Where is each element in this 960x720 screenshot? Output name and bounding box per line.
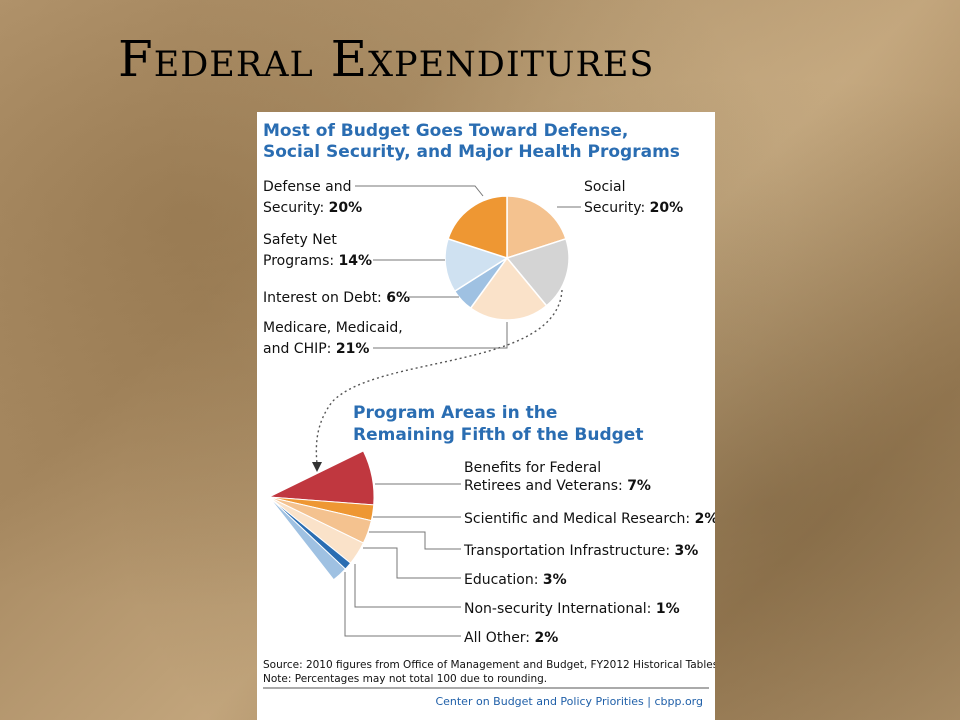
slide-title: Federal Expenditures xyxy=(118,30,655,88)
pie-slice-sn xyxy=(444,237,509,293)
budget-figure: Most of Budget Goes Toward Defense, Soci… xyxy=(257,112,715,720)
chart2-title-line-2: Remaining Fifth of the Budget xyxy=(353,425,643,445)
leader-all-other xyxy=(344,572,461,637)
label-interest: Interest on Debt: 6% xyxy=(263,290,410,306)
chart1-title-line-2: Social Security, and Major Health Progra… xyxy=(263,142,680,162)
fan-slice-ret xyxy=(267,450,375,506)
label-international: Non-security International: 1% xyxy=(464,601,680,617)
label-all-other: All Other: 2% xyxy=(464,630,558,646)
remaining-fifth-fan xyxy=(267,450,375,581)
fan-slice-oth xyxy=(268,496,347,581)
label-defense: Defense and Security: 20% xyxy=(263,179,362,216)
connector-dashed-arrow xyxy=(315,289,563,465)
pie-slice-med xyxy=(469,256,548,321)
credit-line: Center on Budget and Policy Priorities |… xyxy=(435,695,703,708)
label-transportation: Transportation Infrastructure: 3% xyxy=(463,543,698,559)
pie-slice-def xyxy=(447,195,508,260)
pie-slice-rem xyxy=(505,237,570,307)
leader-education xyxy=(363,547,461,579)
label-safety-net: Safety Net Programs: 14% xyxy=(263,232,372,269)
chart2-title-line-1: Program Areas in the xyxy=(353,403,557,423)
leader-international xyxy=(354,564,461,608)
leader-defense xyxy=(355,185,484,197)
label-medicare: Medicare, Medicaid, and CHIP: 21% xyxy=(263,320,407,357)
label-retirees: Benefits for Federal Retirees and Vetera… xyxy=(464,460,651,494)
leader-medicare xyxy=(373,322,508,349)
chart1-title-line-1: Most of Budget Goes Toward Defense, xyxy=(263,121,628,141)
budget-chart: Most of Budget Goes Toward Defense, Soci… xyxy=(263,121,715,708)
pie-slice-ss xyxy=(506,195,567,260)
label-social-security: Social Security: 20% xyxy=(584,179,683,216)
label-education: Education: 3% xyxy=(464,572,567,588)
label-research: Scientific and Medical Research: 2% xyxy=(464,511,715,527)
rounding-note: Note: Percentages may not total 100 due … xyxy=(263,673,547,685)
connector-arrowhead-icon xyxy=(312,462,322,472)
leader-transportation xyxy=(369,531,461,550)
main-budget-pie xyxy=(444,195,570,321)
source-note: Source: 2010 figures from Office of Mana… xyxy=(263,659,715,671)
